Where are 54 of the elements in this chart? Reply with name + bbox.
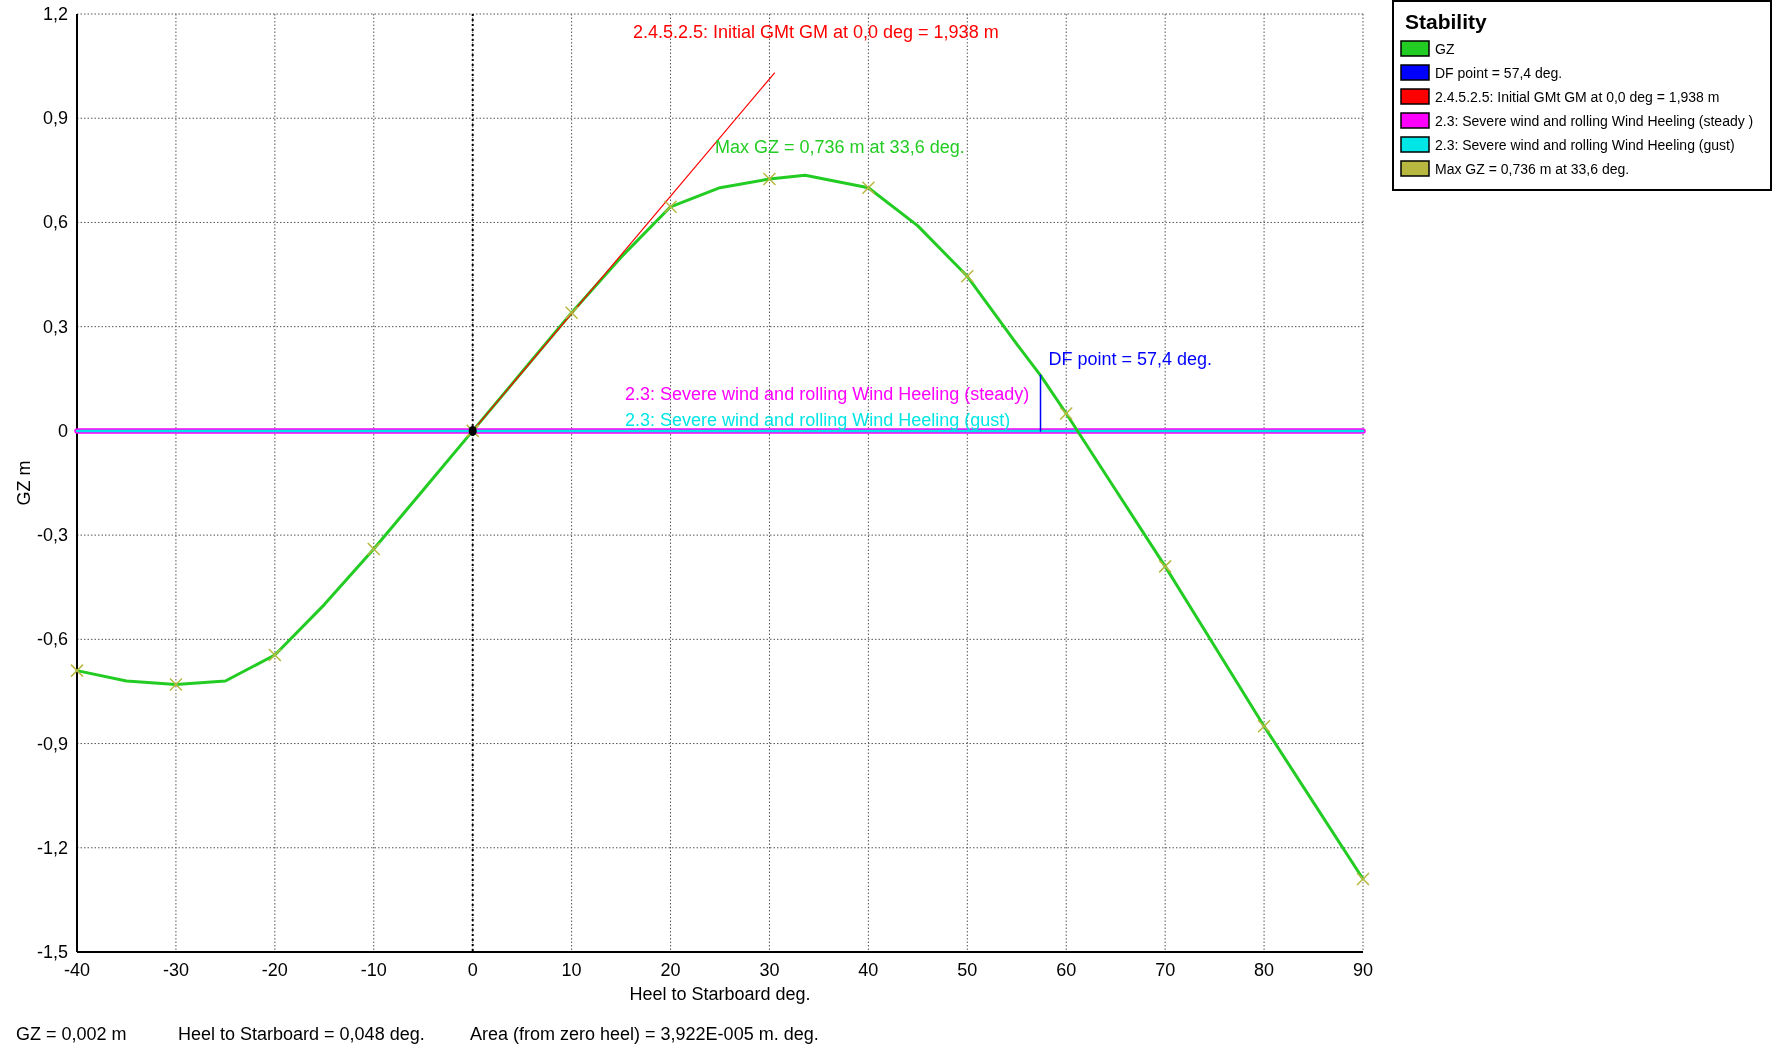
x-tick-label: 20 bbox=[660, 960, 681, 980]
legend-label: GZ bbox=[1435, 41, 1455, 57]
x-tick-label: 90 bbox=[1352, 960, 1374, 980]
point bbox=[861, 180, 876, 195]
x-tick-label: -20 bbox=[261, 960, 288, 980]
legend-title: Stability bbox=[1405, 10, 1487, 33]
legend-label: DF point = 57,4 deg. bbox=[1435, 65, 1563, 81]
point bbox=[1356, 872, 1370, 886]
annotation: DF point = 57,4 deg. bbox=[1048, 348, 1213, 369]
y-tick-label: -0,9 bbox=[36, 733, 68, 754]
x-tick-label: 80 bbox=[1254, 960, 1275, 980]
annotation: 2.3: Severe wind and rolling Wind Heeling (gust) bbox=[625, 409, 1011, 430]
legend-label: Max GZ = 0,736 m at 33,6 deg. bbox=[1435, 161, 1630, 177]
x-tick-label: -30 bbox=[162, 960, 189, 980]
x-tick-label: 50 bbox=[957, 960, 978, 980]
x-tick-label: 40 bbox=[858, 960, 879, 980]
text: Area (from zero heel) = 3,922E-005 m. deg. bbox=[470, 1024, 819, 1044]
x-tick-label: -40 bbox=[63, 960, 91, 980]
point bbox=[762, 172, 777, 186]
point bbox=[960, 269, 975, 284]
x-tick-label: 70 bbox=[1155, 960, 1176, 980]
legend-label: 2.3: Severe wind and rolling Wind Heeling (steady ) bbox=[1435, 113, 1754, 129]
x-axis-title: Heel to Starboard deg. bbox=[629, 984, 811, 1004]
text: Heel to Starboard = 0,048 deg. bbox=[178, 1024, 425, 1044]
legend-label: 2.3: Severe wind and rolling Wind Heeling (gust) bbox=[1435, 137, 1735, 153]
x-tick-label: 30 bbox=[759, 960, 780, 980]
x-tick-label: -10 bbox=[360, 960, 387, 980]
point bbox=[268, 648, 282, 662]
text: GZ = 0,002 m bbox=[16, 1024, 127, 1044]
annotation: 2.3: Severe wind and rolling Wind Heeling (steady) bbox=[625, 383, 1030, 404]
y-tick-label: -0,3 bbox=[36, 525, 68, 546]
y-tick-label: -1,2 bbox=[36, 837, 68, 858]
point bbox=[1059, 406, 1073, 421]
y-tick-label: 0,6 bbox=[42, 212, 68, 233]
point bbox=[1158, 559, 1172, 574]
point bbox=[564, 306, 579, 320]
legend-label: 2.4.5.2.5: Initial GMt GM at 0,0 deg = 1,938 m bbox=[1435, 89, 1720, 105]
point bbox=[1257, 719, 1271, 733]
y-tick-label: -0,6 bbox=[36, 629, 68, 650]
y-tick-label: -1,5 bbox=[36, 942, 68, 962]
y-tick-label: 0 bbox=[57, 420, 68, 441]
x-tick-label: 60 bbox=[1056, 960, 1077, 980]
point bbox=[367, 542, 381, 556]
annotation: 2.4.5.2.5: Initial GMt GM at 0,0 deg = 1,938 m bbox=[632, 22, 999, 43]
y-tick-label: 0,9 bbox=[42, 108, 68, 129]
y-tick-label: 1,2 bbox=[42, 4, 68, 24]
y-axis-title: GZ m bbox=[14, 460, 34, 506]
point bbox=[70, 663, 84, 678]
y-tick-label: 0,3 bbox=[42, 316, 68, 337]
point bbox=[169, 677, 183, 692]
x-tick-label: 10 bbox=[561, 960, 582, 980]
point bbox=[663, 200, 678, 214]
x-tick-label: 0 bbox=[467, 960, 478, 980]
annotation: Max GZ = 0,736 m at 33,6 deg. bbox=[715, 136, 965, 157]
